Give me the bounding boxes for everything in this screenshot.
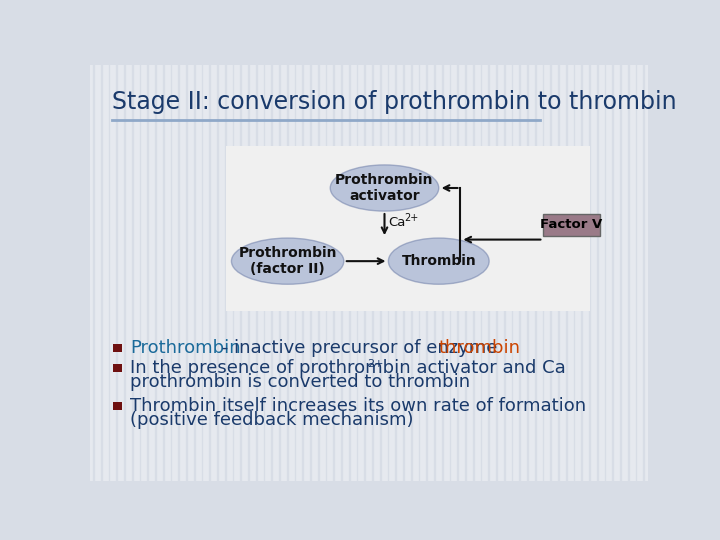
Ellipse shape <box>231 238 344 284</box>
Bar <box>113 364 122 373</box>
Text: Prothrombin: Prothrombin <box>130 339 241 357</box>
Text: 2+: 2+ <box>404 213 418 222</box>
FancyBboxPatch shape <box>543 214 600 236</box>
Text: 2+: 2+ <box>367 359 384 369</box>
Text: prothrombin is converted to thrombin: prothrombin is converted to thrombin <box>130 373 470 391</box>
Text: Factor V: Factor V <box>540 219 603 232</box>
Bar <box>225 146 590 311</box>
Ellipse shape <box>388 238 489 284</box>
Text: (positive feedback mechanism): (positive feedback mechanism) <box>130 411 414 429</box>
Bar <box>113 344 122 353</box>
Bar <box>113 402 122 410</box>
Text: In the presence of prothrombin activator and Ca: In the presence of prothrombin activator… <box>130 359 566 377</box>
Text: Prothrombin
activator: Prothrombin activator <box>336 173 433 203</box>
Ellipse shape <box>330 165 438 211</box>
Text: thrombin: thrombin <box>438 339 521 357</box>
Text: Stage II: conversion of prothrombin to thrombin: Stage II: conversion of prothrombin to t… <box>112 90 676 114</box>
Text: - inactive precursor of enzyme: - inactive precursor of enzyme <box>216 339 503 357</box>
Text: Thrombin itself increases its own rate of formation: Thrombin itself increases its own rate o… <box>130 397 586 415</box>
Text: Prothrombin
(factor II): Prothrombin (factor II) <box>238 246 337 276</box>
Text: Ca: Ca <box>388 215 406 229</box>
Text: Thrombin: Thrombin <box>401 254 476 268</box>
